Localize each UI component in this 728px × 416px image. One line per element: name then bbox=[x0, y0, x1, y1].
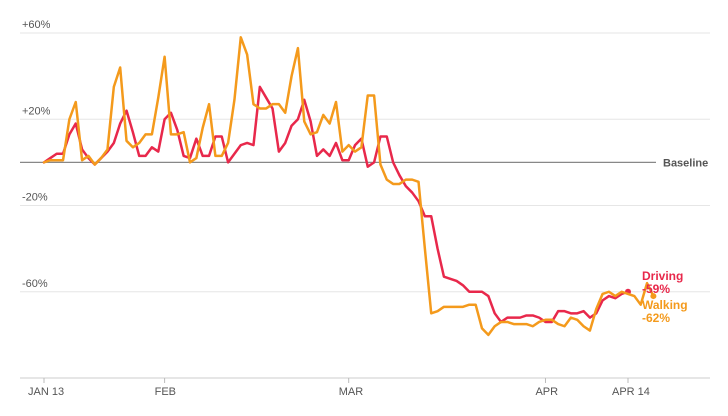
x-tick-label: FEB bbox=[155, 386, 176, 398]
series-line-driving bbox=[42, 85, 630, 324]
series-name-label: Driving bbox=[642, 269, 683, 283]
end-point-walking bbox=[650, 293, 657, 300]
grid-lines bbox=[20, 32, 710, 293]
end-label-driving: Driving-59% bbox=[642, 269, 683, 296]
series-layer bbox=[42, 36, 657, 337]
y-tick-label: -60% bbox=[22, 278, 48, 290]
x-tick-label: JAN 13 bbox=[28, 386, 64, 398]
series-value-label: -59% bbox=[642, 282, 670, 296]
x-tick-label: APR bbox=[535, 386, 558, 398]
x-axis-ticks: JAN 13 FEB MAR APR APR 14 bbox=[28, 378, 650, 398]
end-label-walking: Walking-62% bbox=[642, 298, 688, 325]
y-axis-ticks: +60% +20% -20% -60% bbox=[22, 19, 51, 290]
series-value-label: -62% bbox=[642, 311, 670, 325]
end-labels: Driving-59%Walking-62% bbox=[642, 269, 688, 325]
baseline: Baseline bbox=[20, 157, 708, 169]
series-name-label: Walking bbox=[642, 298, 688, 312]
y-tick-label: +60% bbox=[22, 19, 51, 31]
x-tick-label: MAR bbox=[339, 386, 364, 398]
y-tick-label: +20% bbox=[22, 105, 51, 117]
baseline-label: Baseline bbox=[663, 157, 708, 169]
x-tick-label: APR 14 bbox=[612, 386, 650, 398]
series-line-walking bbox=[42, 36, 655, 337]
y-tick-label: -20% bbox=[22, 192, 48, 204]
